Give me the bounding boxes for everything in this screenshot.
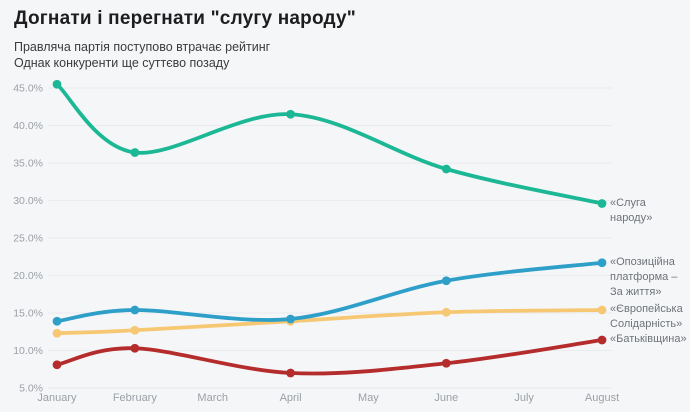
legend-label-line: «Опозиційна — [610, 255, 675, 268]
legend-label: «Слуга народу» — [610, 196, 688, 226]
y-axis-tick-label: 20.0% — [13, 270, 43, 282]
data-point-marker — [286, 314, 295, 324]
series-line — [55, 308, 604, 336]
data-point-marker — [52, 360, 62, 370]
series-line — [55, 82, 604, 206]
chart-subtitle-line2: Однак конкуренти ще суттєво позаду — [14, 56, 230, 70]
legend-label-line: Солідарність» — [610, 318, 683, 330]
x-axis-month-label: July — [514, 392, 534, 404]
data-point-marker — [597, 258, 607, 268]
x-axis-month-label: January — [37, 392, 77, 404]
data-point-marker — [441, 164, 451, 174]
data-point-marker — [130, 305, 140, 315]
data-point-marker — [52, 316, 62, 326]
x-axis-month-label: March — [197, 392, 228, 404]
legend-label-line: платформа – — [610, 270, 678, 283]
y-axis-tick-label: 40.0% — [13, 120, 43, 132]
data-point-marker — [441, 358, 451, 368]
data-point-marker — [286, 368, 295, 378]
legend-label-line: За життя» — [610, 285, 662, 298]
x-axis-month-label: June — [434, 392, 458, 404]
data-point-marker — [130, 325, 140, 335]
x-axis-month-label: February — [113, 392, 158, 404]
data-point-marker — [597, 335, 607, 345]
y-axis-tick-label: 45.0% — [13, 83, 43, 95]
legend-label-line: «Слуга — [610, 196, 646, 209]
x-axis-month-label: April — [280, 392, 302, 404]
y-axis-tick-label: 10.0% — [13, 345, 43, 357]
legend-label-line: народу» — [610, 211, 653, 224]
data-point-marker — [130, 148, 140, 157]
series-line — [55, 338, 604, 376]
y-axis-tick-label: 15.0% — [13, 308, 43, 320]
legend-label: «Батьківщина» — [610, 332, 688, 347]
y-axis-tick-label: 25.0% — [13, 233, 43, 245]
data-point-marker — [441, 276, 451, 286]
y-axis-tick-label: 35.0% — [13, 158, 43, 170]
legend-label-line: «Батьківщина» — [610, 333, 687, 345]
legend-label: «Опозиційна платформа – За життя» — [610, 255, 688, 300]
x-axis-month-label: August — [585, 392, 619, 404]
data-point-marker — [441, 307, 451, 317]
x-axis-month-label: May — [358, 392, 379, 404]
data-point-marker — [52, 79, 62, 89]
series-line — [55, 260, 604, 324]
data-point-marker — [597, 305, 607, 315]
data-point-marker — [130, 343, 140, 353]
y-axis-tick-label: 30.0% — [13, 195, 43, 207]
data-point-marker — [286, 109, 295, 119]
legend-label-line: «Європейська — [610, 303, 683, 315]
data-point-marker — [597, 199, 607, 208]
y-axis-tick-label: 5.0% — [19, 383, 43, 395]
page-title: Догнати і перегнати "слугу народу" — [14, 8, 356, 29]
data-point-marker — [52, 328, 62, 338]
chart-subtitle-line1: Правляча партія поступово втрачає рейтин… — [14, 40, 271, 54]
legend-label: «Європейська Солідарність» — [610, 302, 688, 332]
